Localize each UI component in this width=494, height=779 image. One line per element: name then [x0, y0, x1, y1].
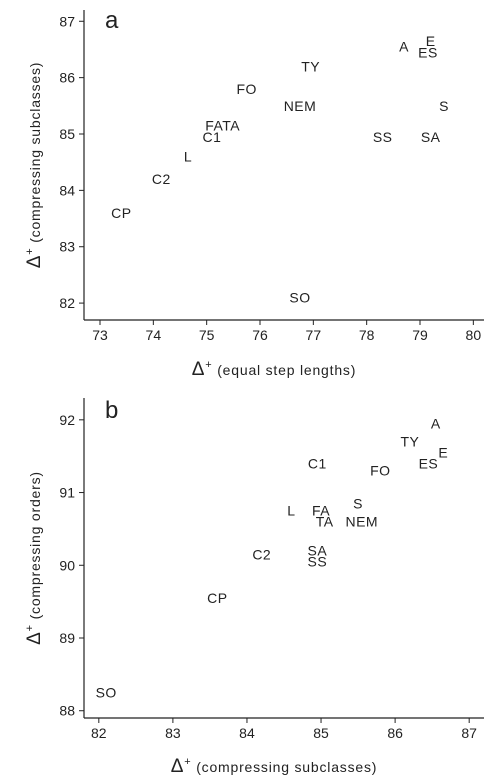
- point-label-ss: SS: [307, 554, 327, 570]
- point-label-c1: C1: [308, 455, 327, 471]
- x-axis-title: Δ+ (compressing subclasses): [171, 756, 377, 777]
- x-tick-label: 73: [92, 327, 108, 343]
- point-label-fo: FO: [236, 81, 256, 97]
- point-label-sa: SA: [307, 543, 327, 559]
- point-label-nem: NEM: [345, 514, 378, 530]
- x-tick-label: 86: [387, 725, 403, 741]
- panel-b: b 82 83 84 85 86 87 88 89 90 91 92 Δ+ (compressing s…: [24, 397, 484, 777]
- x-tick-label: 80: [466, 327, 482, 343]
- x-axis-title: Δ+ (equal step lengths): [192, 359, 356, 380]
- y-axis-title: Δ+ (compressing orders): [24, 471, 45, 645]
- x-tick-label: 85: [313, 725, 329, 741]
- x-tick-label: 78: [359, 327, 375, 343]
- point-label-so: SO: [96, 685, 117, 701]
- point-label-ty: TY: [301, 58, 320, 74]
- point-label-cp: CP: [207, 590, 227, 606]
- point-label-fo: FO: [370, 463, 390, 479]
- x-tick-label: 82: [91, 725, 107, 741]
- point-label-l: L: [287, 503, 295, 519]
- y-tick-label: 82: [59, 295, 75, 311]
- y-tick-label: 85: [59, 126, 75, 142]
- panel-letter: a: [105, 7, 119, 34]
- point-label-es: ES: [418, 44, 438, 60]
- point-label-es: ES: [419, 455, 439, 471]
- y-tick-label: 88: [59, 703, 75, 719]
- point-label-so: SO: [289, 289, 310, 305]
- point-label-fa: FA: [312, 503, 330, 519]
- x-tick-label: 83: [165, 725, 181, 741]
- x-tick-label: 79: [412, 327, 428, 343]
- y-axis-title: Δ+ (compressing subclasses): [24, 62, 45, 268]
- y-tick-label: 84: [59, 182, 75, 198]
- point-label-c1: C1: [203, 129, 222, 145]
- y-tick-label: 86: [59, 70, 75, 86]
- point-label-ss: SS: [373, 129, 393, 145]
- panel-letter: b: [105, 397, 118, 424]
- y-tick-label: 91: [59, 485, 75, 501]
- point-label-cp: CP: [111, 205, 131, 221]
- point-label-nem: NEM: [284, 98, 317, 114]
- point-label-fata: FATA: [205, 118, 240, 134]
- y-tick-label: 92: [59, 412, 75, 428]
- point-label-c2: C2: [252, 546, 271, 562]
- x-tick-label: 75: [199, 327, 215, 343]
- x-tick-label: 87: [461, 725, 477, 741]
- point-label-ty: TY: [400, 434, 419, 450]
- point-label-e: E: [426, 33, 436, 49]
- x-tick-label: 74: [146, 327, 162, 343]
- y-tick-label: 89: [59, 630, 75, 646]
- x-tick-label: 76: [252, 327, 268, 343]
- y-tick-label: 87: [59, 13, 75, 29]
- panel-a: a 73 74 75 76 77 78 79 80 82 83 84 85 86 87 Δ+ (equal s…: [24, 7, 484, 380]
- point-label-a: A: [399, 39, 409, 55]
- point-label-s: S: [353, 495, 363, 511]
- point-label-c2: C2: [152, 171, 171, 187]
- point-label-l: L: [184, 149, 192, 165]
- point-label-sa: SA: [421, 129, 441, 145]
- point-label-e: E: [438, 445, 448, 461]
- point-label-a: A: [431, 415, 441, 431]
- point-label-s: S: [439, 98, 449, 114]
- point-label-ta: TA: [316, 514, 334, 530]
- x-tick-label: 77: [306, 327, 322, 343]
- x-tick-label: 84: [239, 725, 255, 741]
- y-tick-label: 90: [59, 557, 75, 573]
- y-tick-label: 83: [59, 239, 75, 255]
